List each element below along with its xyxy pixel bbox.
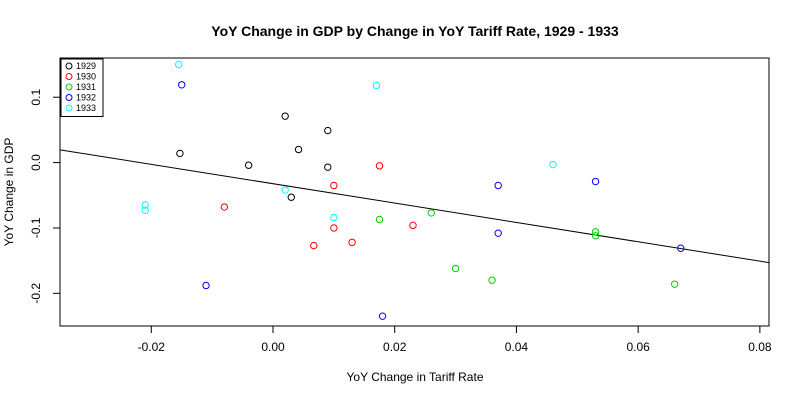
data-point: [324, 126, 332, 135]
data-point: [244, 161, 253, 169]
data-point: [281, 186, 289, 194]
data-point: [409, 221, 417, 230]
legend-marker: [65, 83, 73, 91]
x-tick-label: 0.02: [383, 340, 407, 354]
data-point: [294, 145, 303, 154]
legend-marker: [65, 94, 73, 101]
x-tick-label: 0.04: [505, 340, 529, 354]
legend-label: 1930: [76, 72, 96, 82]
legend-label: 1933: [76, 103, 96, 113]
plot-frame: [59, 57, 770, 327]
data-point: [375, 215, 384, 224]
data-point: [591, 177, 600, 186]
y-axis-label: YoY Change in GDP: [2, 138, 16, 247]
data-point: [494, 181, 502, 190]
data-point: [178, 81, 186, 89]
fit-line-layer: [59, 149, 770, 264]
data-point: [141, 206, 149, 215]
regression-line: [59, 149, 770, 264]
data-point: [281, 112, 289, 120]
x-axis-label: YoY Change in Tariff Rate: [347, 370, 484, 384]
x-axis: -0.02 0.00 0.02 0.04 0.06 0.08: [138, 325, 772, 354]
data-point: [310, 241, 318, 250]
data-point: [427, 209, 435, 217]
data-point: [494, 229, 502, 237]
data-point: [348, 238, 356, 247]
legend-marker: [65, 104, 73, 112]
data-point: [372, 81, 381, 90]
data-point: [174, 60, 183, 69]
data-point: [202, 281, 210, 290]
data-point: [330, 224, 338, 232]
data-point: [330, 181, 338, 190]
data-point: [324, 163, 332, 171]
data-point: [591, 228, 600, 236]
legend-label: 1932: [76, 93, 96, 103]
x-tick-label: 0.08: [748, 340, 772, 354]
data-point: [591, 232, 600, 240]
y-tick-label: -0.2: [29, 283, 43, 304]
data-point: [375, 162, 384, 170]
data-point: [488, 276, 496, 284]
data-point: [451, 264, 460, 273]
legend-label: 1931: [76, 82, 96, 92]
x-tick-label: 0.06: [626, 340, 650, 354]
legend-marker: [65, 73, 73, 80]
data-point: [670, 280, 679, 288]
x-tick-label: 0.00: [261, 340, 285, 354]
y-axis: -0.2 -0.1 0.0 0.1: [29, 89, 61, 304]
data-point: [220, 203, 229, 211]
data-point: [549, 160, 557, 169]
data-point: [677, 244, 685, 252]
data-point: [378, 312, 387, 320]
legend-label: 1929: [76, 61, 96, 71]
data-point: [287, 193, 295, 201]
y-tick-label: 0.1: [29, 89, 43, 106]
points-layer: [141, 60, 685, 320]
y-tick-label: 0.0: [29, 154, 43, 171]
chart-title: YoY Change in GDP by Change in YoY Tarif…: [211, 23, 619, 39]
data-point: [330, 213, 338, 222]
x-tick-label: -0.02: [138, 340, 166, 354]
y-tick-label: -0.1: [29, 217, 43, 238]
data-point: [141, 201, 149, 209]
data-point: [176, 149, 184, 158]
legend-marker: [65, 62, 73, 70]
